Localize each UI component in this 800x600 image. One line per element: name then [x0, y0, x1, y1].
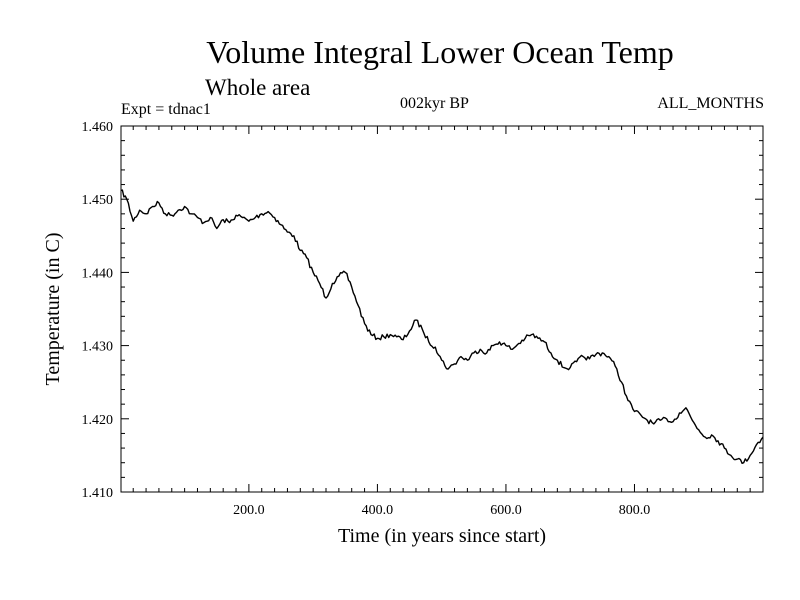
tick-marks — [121, 126, 763, 492]
x-tick-label: 600.0 — [490, 503, 522, 518]
x-tick-labels: 200.0 400.0 600.0 800.0 — [233, 503, 650, 518]
period-label: 002kyr BP — [400, 95, 469, 112]
series-line — [120, 189, 764, 464]
y-tick-label: 1.460 — [82, 120, 114, 135]
chart-subtitle: Whole area — [205, 75, 311, 100]
x-tick-label: 400.0 — [362, 503, 394, 518]
y-tick-labels: 1.410 1.420 1.430 1.440 1.450 1.460 — [82, 120, 114, 501]
y-tick-label: 1.450 — [82, 193, 114, 208]
x-tick-label: 200.0 — [233, 503, 265, 518]
y-tick-label: 1.440 — [82, 266, 114, 281]
chart-title: Volume Integral Lower Ocean Temp — [206, 34, 674, 70]
months-label: ALL_MONTHS — [657, 95, 764, 112]
experiment-label: Expt = tdnac1 — [121, 101, 211, 118]
y-tick-label: 1.430 — [82, 340, 114, 355]
y-tick-label: 1.410 — [82, 486, 114, 501]
y-tick-label: 1.420 — [82, 413, 114, 428]
y-axis-title: Temperature (in C) — [42, 233, 64, 386]
plot-frame — [120, 125, 764, 493]
x-axis-title: Time (in years since start) — [338, 525, 546, 547]
x-tick-label: 800.0 — [619, 503, 651, 518]
